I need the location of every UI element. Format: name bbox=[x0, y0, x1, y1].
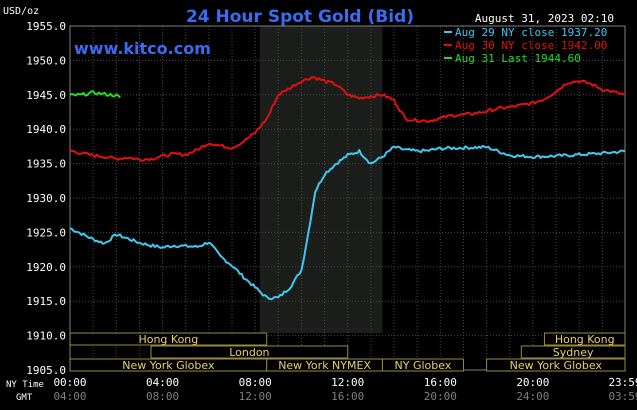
watermark: www.kitco.com bbox=[74, 39, 211, 58]
y-tick-label: 1930.0 bbox=[26, 192, 66, 205]
gmt-tick-label: 20:00 bbox=[424, 390, 457, 403]
gmt-tick-label: 16:00 bbox=[331, 390, 364, 403]
series-line bbox=[69, 90, 121, 99]
gmt-tick-label: 12:00 bbox=[239, 390, 272, 403]
x-tick-label: 12:00 bbox=[331, 376, 364, 389]
y-tick-label: 1910.0 bbox=[26, 330, 66, 343]
session-label: New York NYMEX bbox=[278, 359, 371, 372]
legend-entry: Aug 31 Last 1944.60 bbox=[455, 52, 581, 65]
y-tick-label: 1925.0 bbox=[26, 226, 66, 239]
session-label: Hong Kong bbox=[138, 333, 198, 346]
y-tick-label: 1905.0 bbox=[26, 364, 66, 377]
x-tick-label: 08:00 bbox=[239, 376, 272, 389]
gmt-tick-label: 24:00 bbox=[516, 390, 549, 403]
legend-entry: Aug 30 NY close 1942.00 bbox=[455, 39, 607, 52]
y-tick-label: 1920.0 bbox=[26, 261, 66, 274]
session-label: New York Globex bbox=[510, 359, 603, 372]
gmt-label: GMT bbox=[16, 393, 33, 403]
legend-entry: Aug 29 NY close 1937.20 bbox=[455, 26, 607, 39]
x-tick-label: 20:00 bbox=[516, 376, 549, 389]
session-bar bbox=[69, 332, 268, 346]
session-label: New York Globex bbox=[122, 359, 215, 372]
x-tick-label: 00:00 bbox=[53, 376, 86, 389]
chart-title: 24 Hour Spot Gold (Bid) bbox=[186, 7, 414, 27]
x-tick-label: 04:00 bbox=[146, 376, 179, 389]
series-line bbox=[69, 76, 626, 162]
chart-date: August 31, 2023 02:10 bbox=[475, 12, 614, 25]
session-label: Sydney bbox=[553, 346, 594, 359]
session-label: Hong Kong bbox=[555, 333, 615, 346]
x-tick-label: 23:59 bbox=[608, 376, 637, 389]
y-tick-label: 1915.0 bbox=[26, 295, 66, 308]
y-tick-label: 1935.0 bbox=[26, 158, 66, 171]
series-line bbox=[69, 144, 626, 301]
session-bar bbox=[486, 358, 626, 372]
gmt-tick-label: 03:59 bbox=[608, 390, 637, 403]
session-label: London bbox=[229, 346, 269, 359]
gmt-tick-label: 04:00 bbox=[53, 390, 86, 403]
session-bar bbox=[543, 332, 626, 346]
x-tick-label: 16:00 bbox=[424, 376, 457, 389]
y-tick-label: 1945.0 bbox=[26, 89, 66, 102]
session-bar bbox=[381, 358, 464, 372]
gmt-tick-label: 08:00 bbox=[146, 390, 179, 403]
session-label: NY Globex bbox=[395, 359, 452, 372]
ny-time-label: NY Time bbox=[6, 380, 44, 390]
session-bar bbox=[150, 345, 349, 359]
session-bar bbox=[520, 345, 626, 359]
y-tick-label: 1940.0 bbox=[26, 123, 66, 136]
y-tick-label: 1950.0 bbox=[26, 54, 66, 67]
y-axis-label: USD/oz bbox=[3, 6, 39, 17]
y-tick-label: 1955.0 bbox=[26, 20, 66, 33]
